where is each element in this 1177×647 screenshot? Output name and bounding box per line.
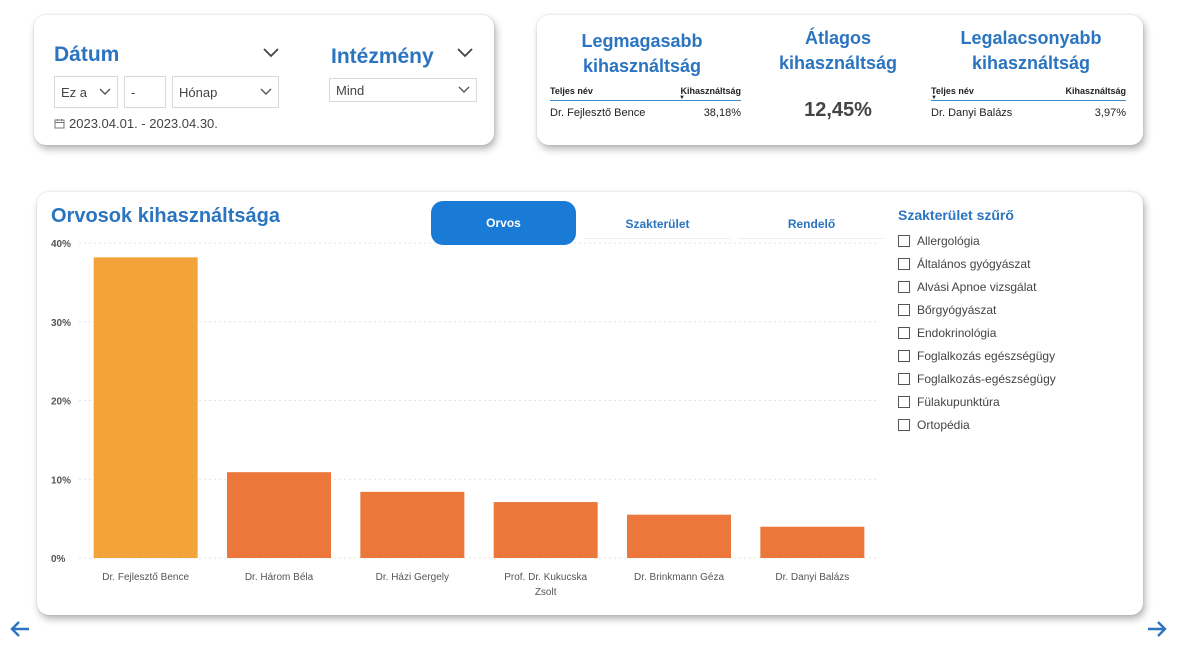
chevron-down-icon [99, 88, 111, 95]
y-tick-label: 10% [51, 475, 71, 486]
date-filter-card: Dátum Intézmény Ez a - Hónap Mind 2023.0… [34, 15, 494, 145]
slicer-item-label: Alvási Apnoe vizsgálat [917, 279, 1037, 294]
average-utilization-title: Átlagos kihasználtság [778, 28, 898, 73]
relative-unit-select[interactable]: Hónap [172, 76, 279, 108]
x-tick-label: Dr. Három Béla [245, 572, 314, 583]
y-tick-label: 40% [51, 239, 71, 250]
slicer-item[interactable]: Endokrinológia [898, 321, 1128, 344]
checkbox[interactable] [898, 280, 910, 293]
slicer-list: Allergológia Általános gyógyászat Alvási A… [898, 229, 1128, 436]
specialty-slicer: Szakterület szűrő Allergológia Általános … [898, 207, 1128, 436]
bar[interactable] [360, 491, 465, 558]
chevron-down-icon [458, 86, 470, 93]
relative-count-input[interactable]: - [124, 76, 166, 108]
slicer-item[interactable]: Ortopédia [898, 413, 1128, 436]
institution-filter-label: Intézmény [331, 45, 434, 68]
highest-utilization-title: Legmagasabb kihasználtság [581, 31, 703, 76]
slicer-item-label: Általános gyógyászat [917, 256, 1031, 271]
slicer-item[interactable]: Bőrgyógyászat [898, 298, 1128, 321]
bar[interactable] [760, 526, 865, 558]
institution-value: Mind [336, 82, 365, 98]
relative-mode-value: Ez a [61, 84, 88, 100]
checkbox[interactable] [898, 395, 910, 408]
column-header-name[interactable]: Teljes név [931, 86, 974, 96]
checkbox[interactable] [898, 326, 910, 339]
doctor-utilization-card: 0% 10% 20% 30% 40% Dr. Fejlesztő Bence Dr. Hár… [37, 192, 1143, 615]
lowest-utilization-title: Legalacsonyabb kihasználtság [960, 28, 1102, 73]
arrow-left-icon[interactable] [9, 620, 31, 638]
column-header-value[interactable]: Kihasználtság [1065, 86, 1126, 96]
highest-utilization-table: Teljes név Kihasználtság ▼ Dr. Fejlesztő B… [550, 86, 741, 119]
y-tick-label: 30% [51, 318, 71, 329]
sort-desc-icon: ▼ [931, 95, 937, 101]
checkbox[interactable] [898, 303, 910, 316]
tab-orvos[interactable]: Orvos [431, 201, 576, 245]
x-tick-label: Zsolt [535, 587, 557, 598]
slicer-title: Szakterület szűrő [898, 207, 1014, 223]
slicer-item-label: Endokrinológia [917, 325, 997, 340]
slicer-item-label: Allergológia [917, 233, 980, 248]
slicer-item-label: Fülakupunktúra [917, 394, 1000, 409]
slicer-item[interactable]: Foglalkozás-egészségügy [898, 367, 1128, 390]
checkbox[interactable] [898, 234, 910, 247]
checkbox[interactable] [898, 418, 910, 431]
x-tick-label: Dr. Danyi Balázs [775, 572, 849, 583]
x-tick-label: Dr. Fejlesztő Bence [102, 572, 189, 583]
date-range-text: 2023.04.01. - 2023.04.30. [69, 116, 218, 131]
slicer-item[interactable]: Alvási Apnoe vizsgálat [898, 275, 1128, 298]
checkbox[interactable] [898, 372, 910, 385]
institution-select[interactable]: Mind [329, 78, 477, 102]
bar[interactable] [493, 502, 598, 558]
slicer-item-label: Ortopédia [917, 417, 970, 432]
checkbox[interactable] [898, 257, 910, 270]
x-tick-label: Dr. Házi Gergely [376, 572, 449, 583]
relative-mode-select[interactable]: Ez a [54, 76, 118, 108]
slicer-item[interactable]: Fülakupunktúra [898, 390, 1128, 413]
chevron-down-icon[interactable] [262, 47, 280, 59]
arrow-right-icon[interactable] [1146, 620, 1168, 638]
checkbox[interactable] [898, 349, 910, 362]
relative-unit-value: Hónap [179, 84, 218, 100]
table-row[interactable]: Dr. Fejlesztő Bence 38,18% [550, 107, 741, 119]
bar[interactable] [93, 257, 198, 558]
y-tick-label: 0% [51, 554, 66, 565]
kpi-card: Legmagasabb kihasználtság Teljes név Kihas… [537, 15, 1143, 145]
table-row[interactable]: Dr. Danyi Balázs 3,97% [931, 107, 1126, 119]
slicer-item-label: Bőrgyógyászat [917, 302, 997, 317]
slicer-item[interactable]: Foglalkozás egészségügy [898, 344, 1128, 367]
x-tick-label: Prof. Dr. Kukucska [504, 572, 587, 583]
slicer-item[interactable]: Allergológia [898, 229, 1128, 252]
date-filter-label: Dátum [54, 43, 120, 66]
column-header-value[interactable]: Kihasználtság [680, 86, 741, 96]
column-header-name[interactable]: Teljes név [550, 86, 593, 96]
slicer-item-label: Foglalkozás-egészségügy [917, 371, 1056, 386]
date-range: 2023.04.01. - 2023.04.30. [54, 116, 218, 131]
y-tick-label: 20% [51, 397, 71, 408]
lowest-utilization-table: Teljes név Kihasználtság ▼ Dr. Danyi Baláz… [931, 86, 1126, 119]
sort-desc-icon: ▼ [679, 95, 685, 101]
bar[interactable] [627, 514, 731, 558]
calendar-icon [54, 119, 65, 129]
chevron-down-icon[interactable] [456, 47, 474, 59]
chevron-down-icon [260, 88, 272, 95]
slicer-item-label: Foglalkozás egészségügy [917, 348, 1056, 363]
tab-rendelo[interactable]: Rendelő [739, 209, 884, 239]
slicer-item[interactable]: Általános gyógyászat [898, 252, 1128, 275]
x-tick-label: Dr. Brinkmann Géza [634, 572, 724, 583]
relative-count-value: - [131, 84, 136, 100]
tab-szakterulet[interactable]: Szakterület [585, 209, 730, 239]
utilization-bar-chart: 0% 10% 20% 30% 40% Dr. Fejlesztő Bence Dr. Hár… [51, 239, 879, 598]
bar[interactable] [227, 472, 331, 558]
chart-title: Orvosok kihasználtsága [51, 205, 280, 227]
average-utilization-value: 12,45% [804, 99, 872, 121]
